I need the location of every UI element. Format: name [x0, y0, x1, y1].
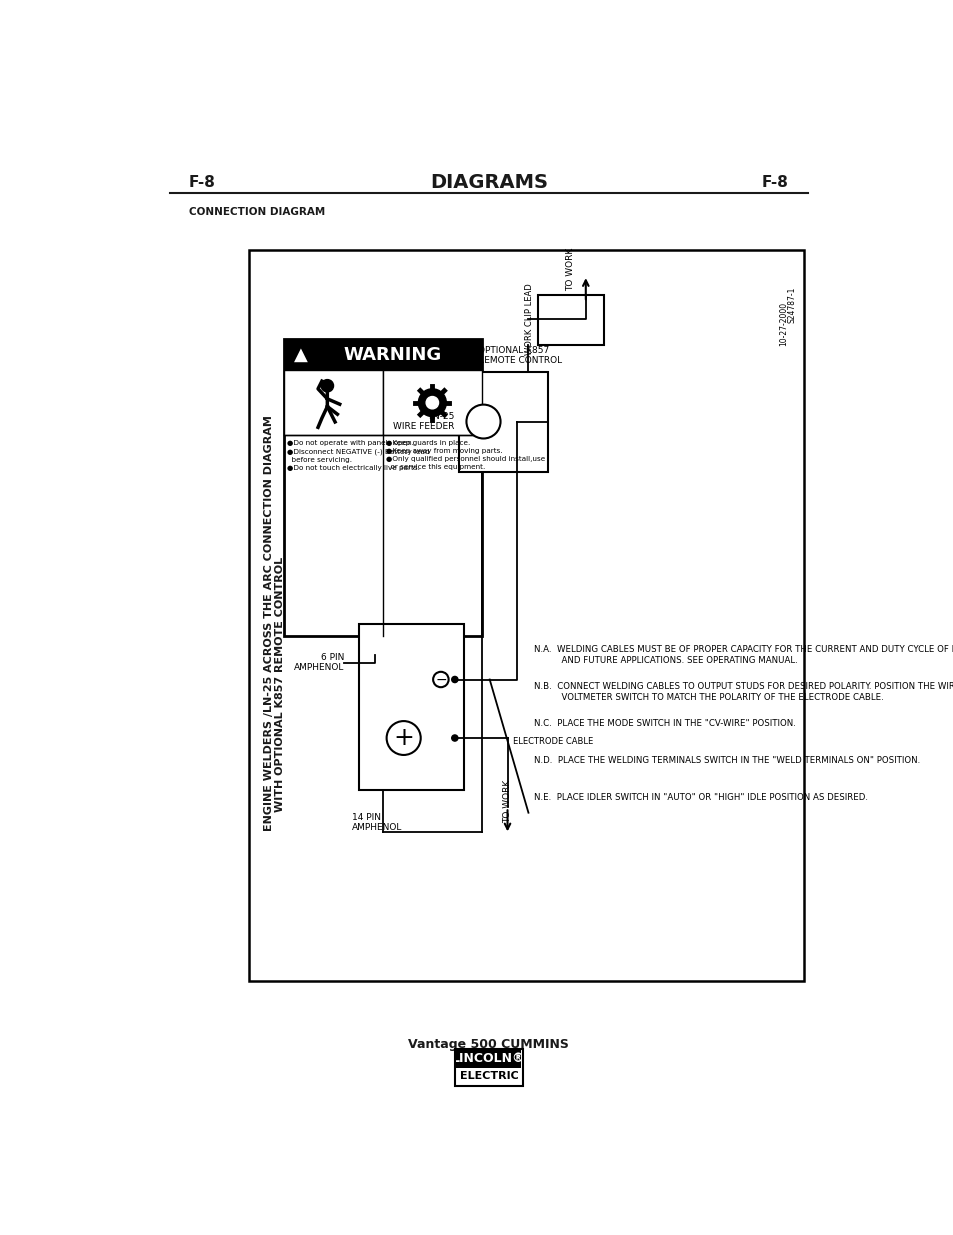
Text: 10-27-2000: 10-27-2000	[779, 303, 788, 346]
Text: ENGINE WELDERS /LN-25 ACROSS THE ARC CONNECTION DIAGRAM: ENGINE WELDERS /LN-25 ACROSS THE ARC CON…	[264, 415, 274, 831]
Bar	[284, 340, 481, 636]
Bar	[359, 624, 464, 789]
Bar	[249, 249, 802, 982]
Text: F-8: F-8	[189, 175, 215, 190]
Bar	[458, 372, 547, 472]
Bar	[284, 370, 382, 436]
Bar	[537, 294, 603, 345]
Text: N.B.  CONNECT WELDING CABLES TO OUTPUT STUDS FOR DESIRED POLARITY. POSITION THE : N.B. CONNECT WELDING CABLES TO OUTPUT ST…	[534, 682, 953, 701]
Bar	[382, 370, 481, 436]
Circle shape	[466, 405, 500, 438]
Text: LN-25
WIRE FEEDER: LN-25 WIRE FEEDER	[393, 411, 454, 431]
Text: ●Keep guards in place.
●Keep away from moving parts.
●Only qualified personnel s: ●Keep guards in place. ●Keep away from m…	[385, 440, 544, 471]
Bar	[456, 1067, 521, 1084]
Text: CONNECTION DIAGRAM: CONNECTION DIAGRAM	[189, 206, 325, 216]
Bar	[284, 340, 481, 370]
Text: 6 PIN
AMPHENOL: 6 PIN AMPHENOL	[294, 653, 344, 672]
Text: 14 PIN
AMPHENOL: 14 PIN AMPHENOL	[352, 813, 402, 832]
Text: −: −	[435, 673, 446, 687]
Text: Vantage 500 CUMMINS: Vantage 500 CUMMINS	[408, 1037, 569, 1051]
Text: TO WORK: TO WORK	[502, 779, 512, 823]
Text: +: +	[393, 726, 414, 750]
Text: DIAGRAMS: DIAGRAMS	[430, 173, 547, 193]
Text: LINCOLN®: LINCOLN®	[452, 1052, 525, 1065]
Circle shape	[426, 396, 438, 409]
Text: ELECTRIC: ELECTRIC	[459, 1071, 517, 1081]
Circle shape	[321, 379, 334, 391]
Text: ELECTRODE CABLE: ELECTRODE CABLE	[513, 737, 593, 746]
Text: N.E.  PLACE IDLER SWITCH IN "AUTO" OR "HIGH" IDLE POSITION AS DESIRED.: N.E. PLACE IDLER SWITCH IN "AUTO" OR "HI…	[534, 793, 867, 802]
Circle shape	[433, 672, 448, 687]
Bar	[456, 1049, 521, 1067]
Text: TO WORK: TO WORK	[565, 247, 575, 290]
Text: N.C.  PLACE THE MODE SWITCH IN THE "CV-WIRE" POSITION.: N.C. PLACE THE MODE SWITCH IN THE "CV-WI…	[534, 719, 795, 727]
Text: WITH OPTIONAL K857 REMOTE CONTROL: WITH OPTIONAL K857 REMOTE CONTROL	[274, 557, 284, 813]
Bar	[455, 1049, 522, 1086]
Text: F-8: F-8	[761, 175, 788, 190]
Text: S24787-1: S24787-1	[786, 287, 796, 324]
Text: ▲: ▲	[294, 346, 308, 363]
Text: WORK CLIP LEAD: WORK CLIP LEAD	[524, 283, 534, 354]
Text: N.A.  WELDING CABLES MUST BE OF PROPER CAPACITY FOR THE CURRENT AND DUTY CYCLE O: N.A. WELDING CABLES MUST BE OF PROPER CA…	[534, 645, 953, 664]
Circle shape	[452, 677, 457, 683]
Text: ●Do not operate with panels open.
●Disconnect NEGATIVE (-) Battery lead
  before: ●Do not operate with panels open. ●Disco…	[287, 440, 430, 471]
Circle shape	[386, 721, 420, 755]
Circle shape	[452, 735, 457, 741]
Text: OPTIONAL K857
REMOTE CONTROL: OPTIONAL K857 REMOTE CONTROL	[477, 346, 561, 366]
Text: N.D.  PLACE THE WELDING TERMINALS SWITCH IN THE "WELD TERMINALS ON" POSITION.: N.D. PLACE THE WELDING TERMINALS SWITCH …	[534, 756, 919, 764]
Circle shape	[418, 389, 446, 416]
Text: WARNING: WARNING	[343, 346, 441, 363]
